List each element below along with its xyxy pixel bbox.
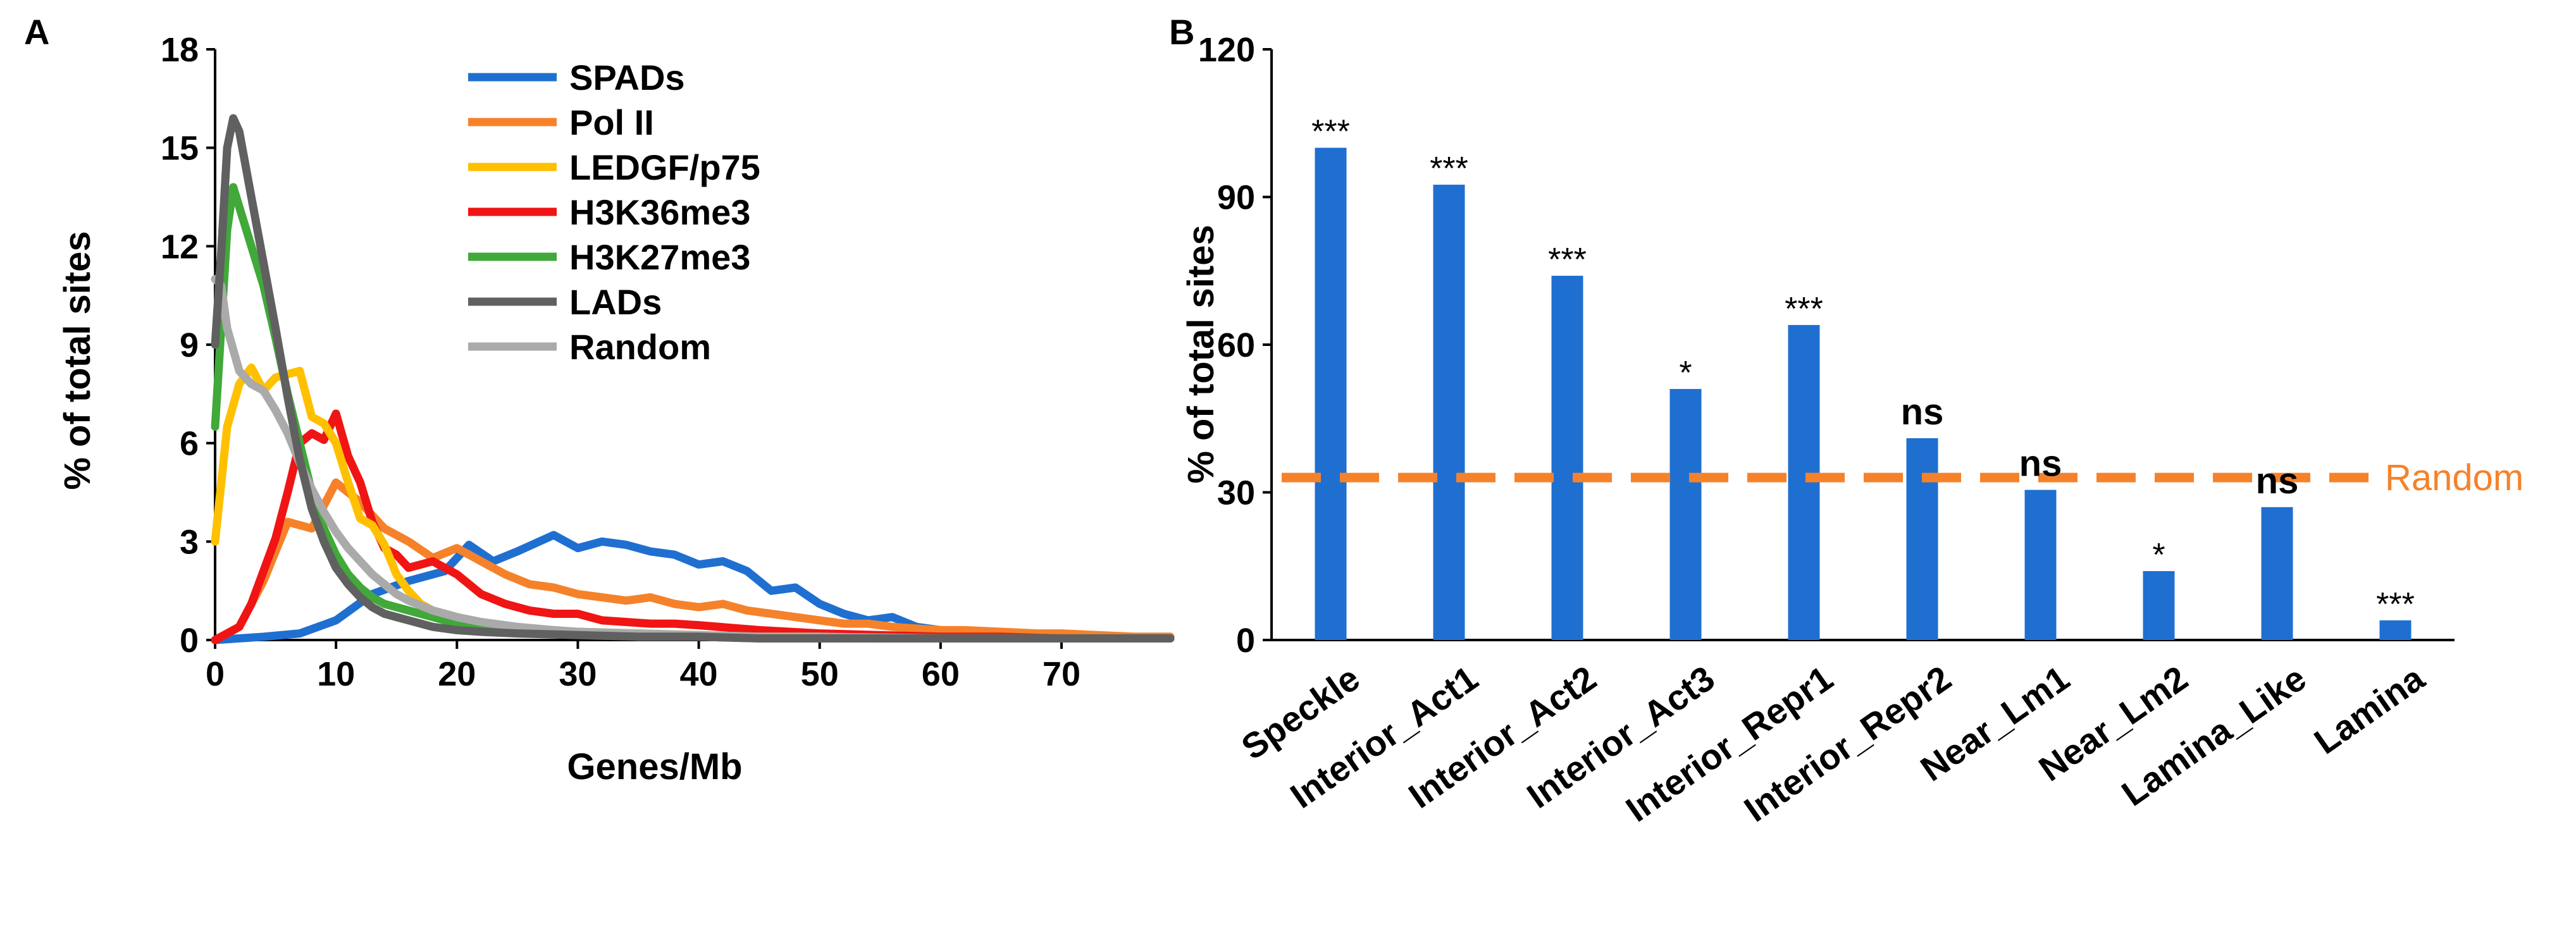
- significance-label-interior-act3: *: [1679, 355, 1692, 391]
- bar-interior-repr1: [1788, 324, 1820, 640]
- panel-b-y-tick-label: 0: [1236, 622, 1255, 660]
- bar-interior-repr2: [1906, 438, 1938, 640]
- panel-b-random-reference: Random: [1282, 457, 2523, 498]
- category-label-interior-repr1: Interior_Repr1: [1619, 658, 1840, 829]
- significance-label-near-lm1: ns: [2019, 443, 2062, 484]
- random-reference-label: Random: [2385, 457, 2523, 498]
- panel-label-a: A: [24, 12, 49, 52]
- bar-speckle: [1315, 147, 1347, 640]
- legend-label-lads: LADs: [569, 282, 662, 322]
- significance-label-speckle: ***: [1311, 114, 1350, 151]
- panel-b-bar-chart: B Random 0306090120***Speckle***Interior…: [1169, 12, 2523, 829]
- panel-a-tick-labels: 0 3 6 9 12 15 18 0 10 20 30 40 50 60 70: [161, 31, 1081, 693]
- panel-a-x-tick-label: 60: [922, 655, 960, 693]
- bar-lamina: [2379, 620, 2412, 640]
- panel-a-y-tick-label: 18: [161, 31, 199, 69]
- panel-a-x-tick-label: 30: [559, 655, 597, 693]
- panel-a-y-tick-label: 12: [161, 228, 199, 266]
- significance-label-lamina: ***: [2376, 586, 2415, 623]
- panel-a-x-tick-label: 70: [1043, 655, 1081, 693]
- panel-label-b: B: [1169, 12, 1194, 52]
- panel-b-y-tick-label: 30: [1217, 474, 1255, 512]
- bar-interior-act1: [1433, 185, 1465, 641]
- category-label-interior-repr2: Interior_Repr2: [1737, 658, 1959, 829]
- panel-b-y-tick-label: 90: [1217, 179, 1255, 217]
- bar-interior-act3: [1669, 389, 1702, 640]
- panel-b-bars: [1315, 147, 2412, 641]
- panel-a-x-tick-label: 0: [206, 655, 225, 693]
- panel-a-x-tick-label: 40: [680, 655, 718, 693]
- legend-label-random: Random: [569, 327, 711, 367]
- panel-a-y-tick-label: 6: [180, 425, 199, 463]
- panel-a-x-tick-label: 20: [438, 655, 476, 693]
- significance-label-interior-repr1: ***: [1785, 291, 1823, 328]
- panel-b-y-tick-label: 120: [1198, 31, 1255, 69]
- significance-label-interior-act2: ***: [1548, 242, 1587, 278]
- significance-label-near-lm2: *: [2152, 537, 2165, 574]
- panel-a-y-tick-label: 15: [161, 130, 199, 168]
- panel-b-axes: [1263, 48, 2455, 641]
- panel-a-y-tick-label: 3: [180, 523, 199, 561]
- bar-interior-act2: [1551, 276, 1583, 640]
- panel-a-series-lines: [211, 114, 1175, 644]
- panel-b-y-axis-title: % of total sites: [1180, 225, 1222, 483]
- panel-a-legend: SPADs Pol II LEDGF/p75 H3K36me3 H3K27me3 LADs…: [468, 58, 760, 367]
- significance-label-lamina-like: ns: [2256, 460, 2299, 502]
- panel-a-y-tick-label: 9: [180, 326, 199, 364]
- category-label-lamina: Lamina: [2307, 658, 2432, 762]
- legend-label-ledgf-p75: LEDGF/p75: [569, 147, 760, 187]
- panel-a-x-axis-title: Genes/Mb: [567, 746, 742, 787]
- legend-label-spads: SPADs: [569, 58, 685, 97]
- significance-label-interior-repr2: ns: [1901, 391, 1944, 433]
- bar-near-lm1: [2024, 490, 2057, 640]
- panel-a-y-axis-title: % of total sites: [57, 231, 98, 490]
- bar-lamina-like: [2261, 507, 2293, 640]
- significance-label-interior-act1: ***: [1430, 151, 1468, 187]
- panel-a-y-tick-label: 0: [180, 622, 199, 660]
- panel-a-x-tick-label: 50: [801, 655, 839, 693]
- panel-a-x-tick-label: 10: [317, 655, 355, 693]
- panel-a-line-chart: A 0 3 6 9 12 15 18 0 10 20 30 40 50 60 70 Genes/Mb % o…: [24, 12, 1175, 787]
- legend-label-pol-ii: Pol II: [569, 102, 654, 142]
- legend-label-h3k36me3: H3K36me3: [569, 192, 750, 232]
- legend-label-h3k27me3: H3K27me3: [569, 237, 750, 277]
- series-line-lads: [211, 114, 1175, 643]
- bar-near-lm2: [2143, 571, 2175, 640]
- panel-b-y-tick-label: 60: [1217, 326, 1255, 364]
